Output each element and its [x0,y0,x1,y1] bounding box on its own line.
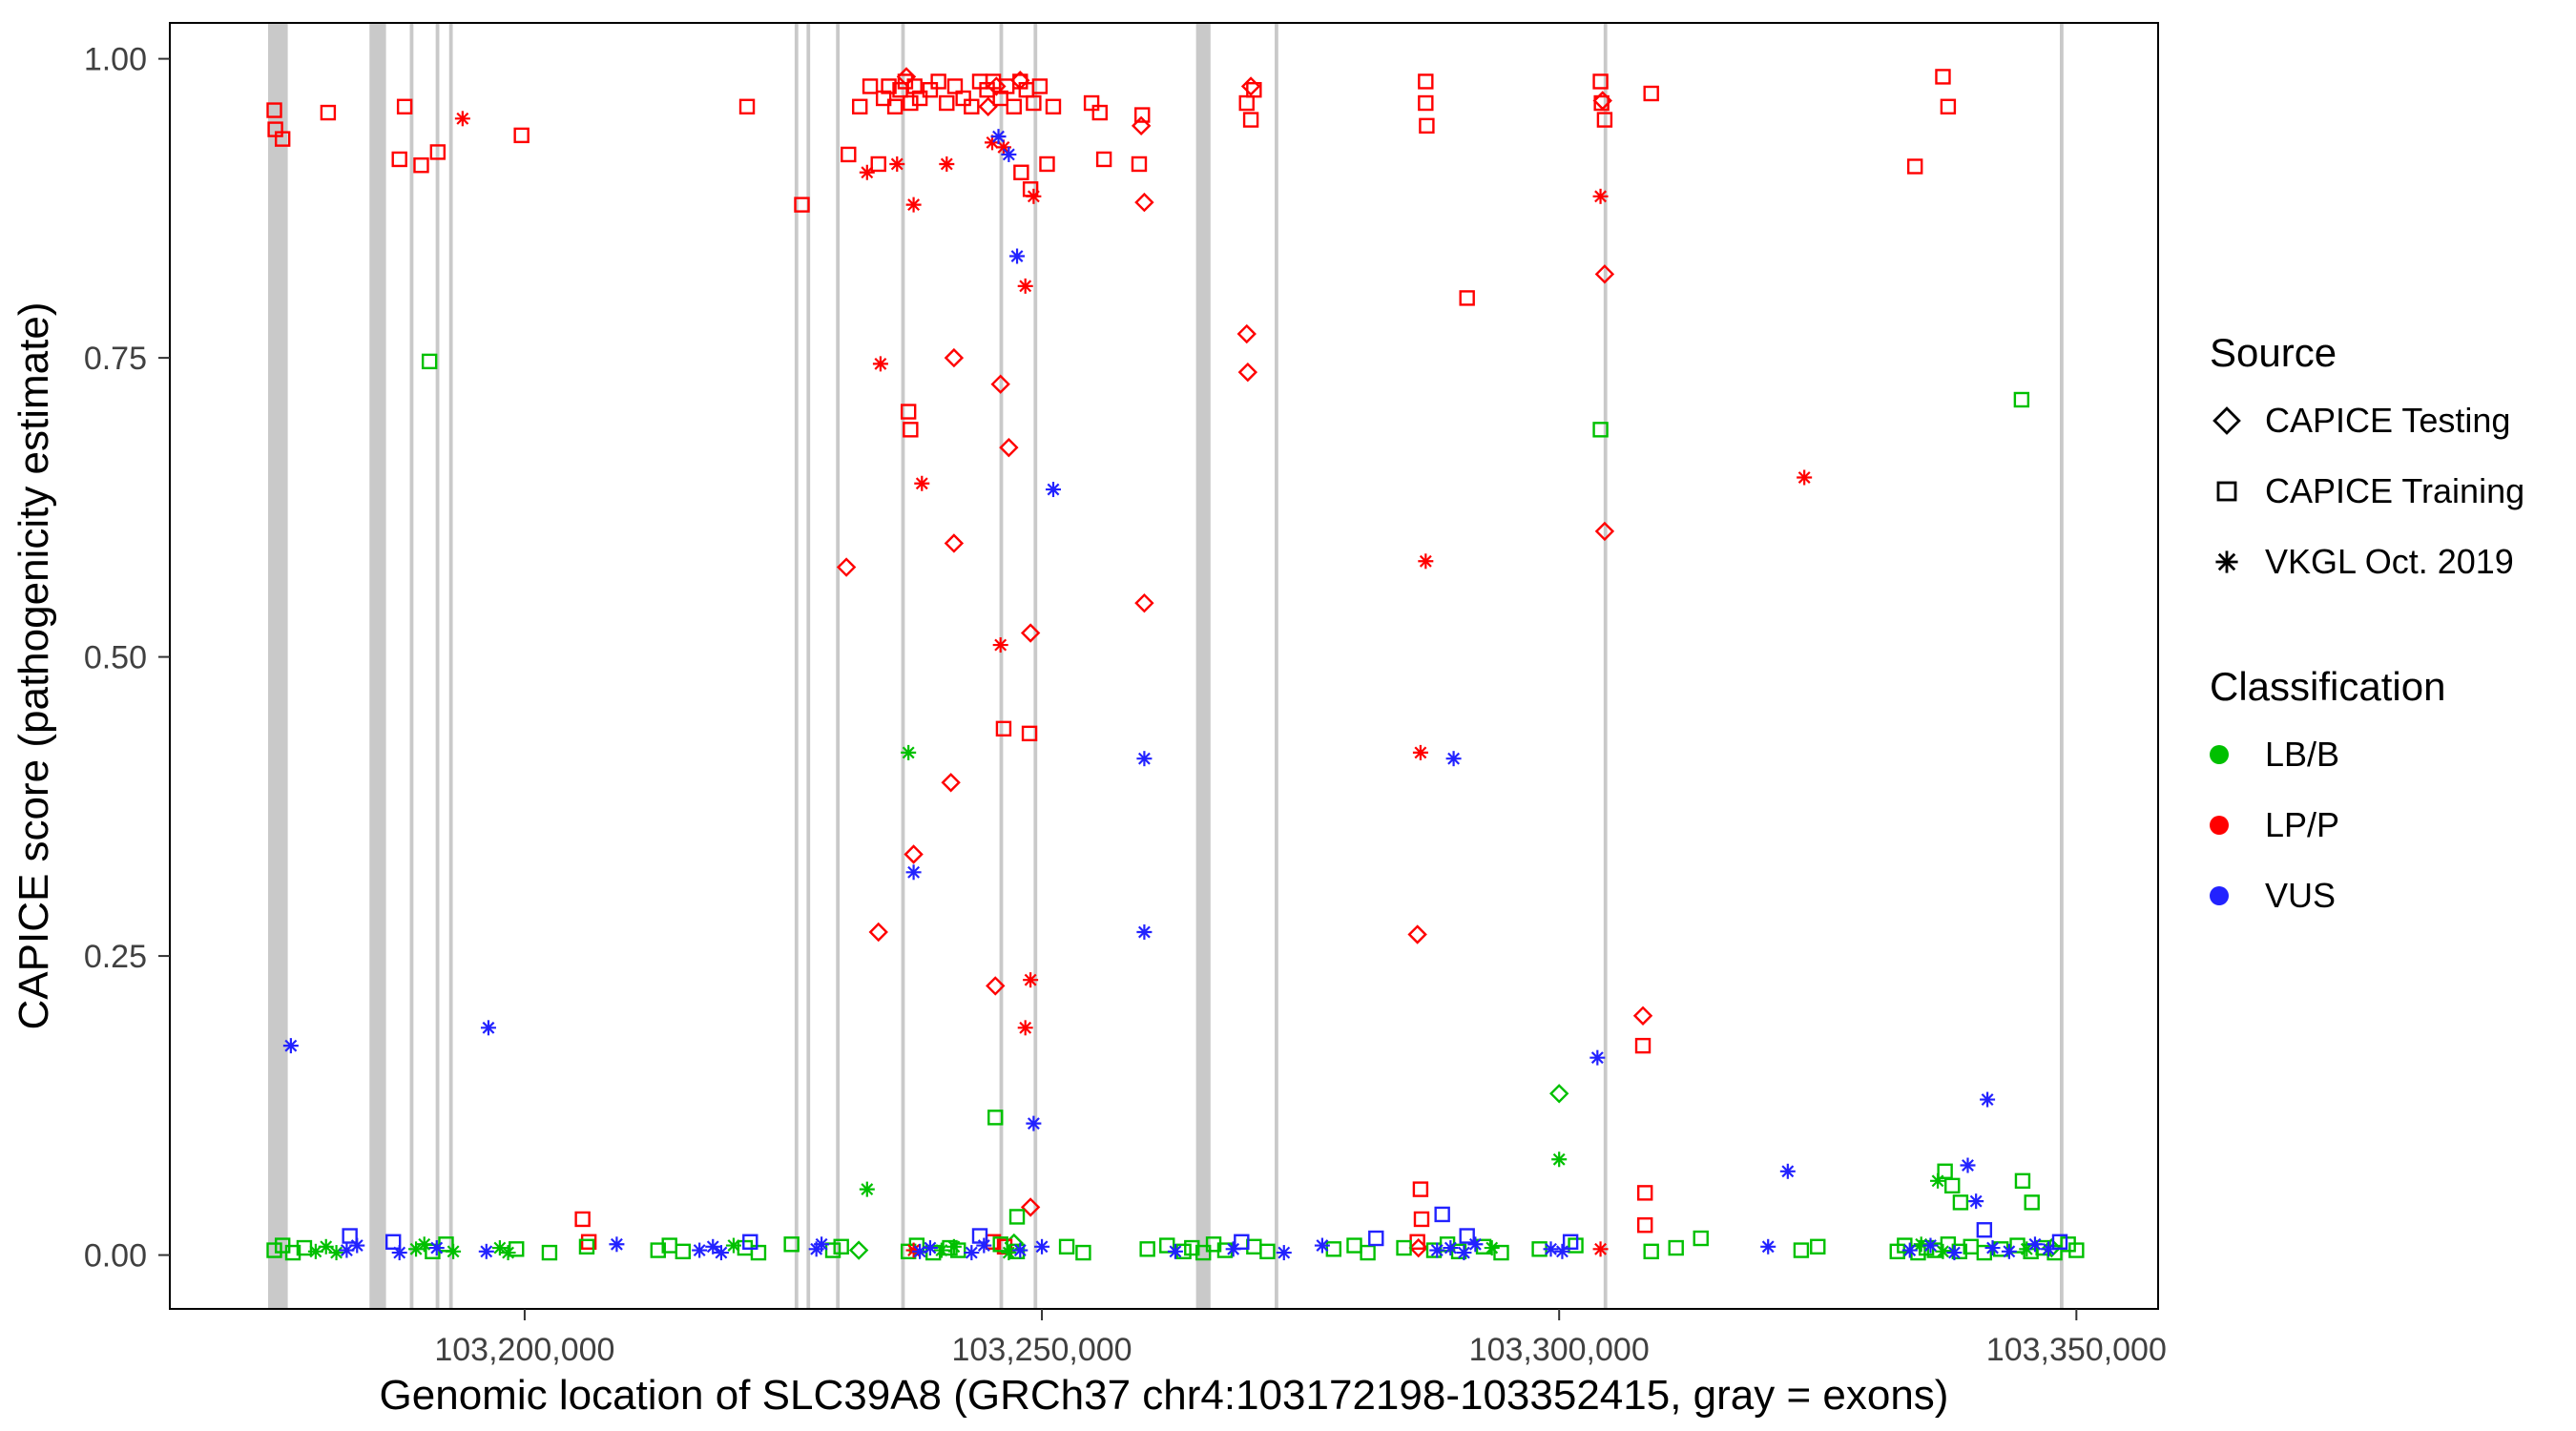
panel-border [169,22,2159,1310]
legend-item-vus: VUS [2210,876,2572,916]
series-square-vus [342,1206,2068,1250]
series-square-lpp [266,69,1957,1255]
exon-band [999,23,1004,1309]
exon-band [1033,23,1038,1309]
exon-band [369,23,386,1309]
series-diamond-lpp [836,67,1653,1258]
series-asterisk-lbb [307,744,2035,1261]
exon-band [268,23,288,1309]
square-icon [2210,473,2252,509]
exon-band [448,23,453,1309]
exon-band [409,23,414,1309]
red-dot-icon [2210,807,2252,843]
x-tick-label: 103,350,000 [1986,1332,2167,1368]
asterisk-icon [2210,544,2252,580]
legend: Source CAPICE Testing CAPICE Training [2210,330,2572,946]
exon-band [901,23,905,1309]
x-tick-label: 103,200,000 [434,1332,614,1368]
x-tick-label: 103,250,000 [952,1332,1132,1368]
legend-item-lpp: LP/P [2210,805,2572,845]
exon-band [836,23,841,1309]
x-axis-title: Genomic location of SLC39A8 (GRCh37 chr4… [379,1372,1949,1419]
y-axis-title: CAPICE score (pathogenicity estimate) [10,301,57,1030]
y-tick-label: 0.00 [84,1238,147,1275]
exon-band [806,23,811,1309]
legend-label: LP/P [2265,805,2340,844]
legend-item-lbb: LB/B [2210,735,2572,775]
legend-label: CAPICE Training [2265,471,2525,510]
legend-group-classification: Classification LB/B LP/P VUS [2210,664,2572,916]
y-tick-label: 0.25 [84,939,147,975]
y-tick-label: 1.00 [84,42,147,78]
green-dot-icon [2210,736,2252,773]
legend-label: VUS [2265,876,2337,915]
legend-item-capice-training: CAPICE Training [2210,471,2572,511]
exon-band [435,23,440,1309]
legend-group-source: Source CAPICE Testing CAPICE Training [2210,330,2572,582]
x-tick-label: 103,300,000 [1469,1332,1650,1368]
legend-item-capice-testing: CAPICE Testing [2210,401,2572,441]
y-tick-label: 0.75 [84,341,147,377]
series-asterisk-vus [282,129,2057,1261]
legend-label: LB/B [2265,735,2340,774]
exon-band [794,23,799,1309]
exon-band [1275,23,1278,1309]
series-square-lbb [266,353,2085,1261]
legend-source-title: Source [2210,330,2337,375]
diamond-icon [2210,403,2252,439]
blue-dot-icon [2210,878,2252,914]
legend-label: CAPICE Testing [2265,401,2511,440]
legend-label: VKGL Oct. 2019 [2265,542,2514,581]
exon-band [1603,23,1608,1309]
series-diamond-lbb [848,1084,2062,1260]
series-asterisk-lpp [454,111,1813,1258]
legend-classification-title: Classification [2210,664,2446,709]
exon-band [1195,23,1211,1309]
exon-band [2059,23,2064,1309]
legend-item-vkgl: VKGL Oct. 2019 [2210,542,2572,582]
y-tick-label: 0.50 [84,640,147,676]
